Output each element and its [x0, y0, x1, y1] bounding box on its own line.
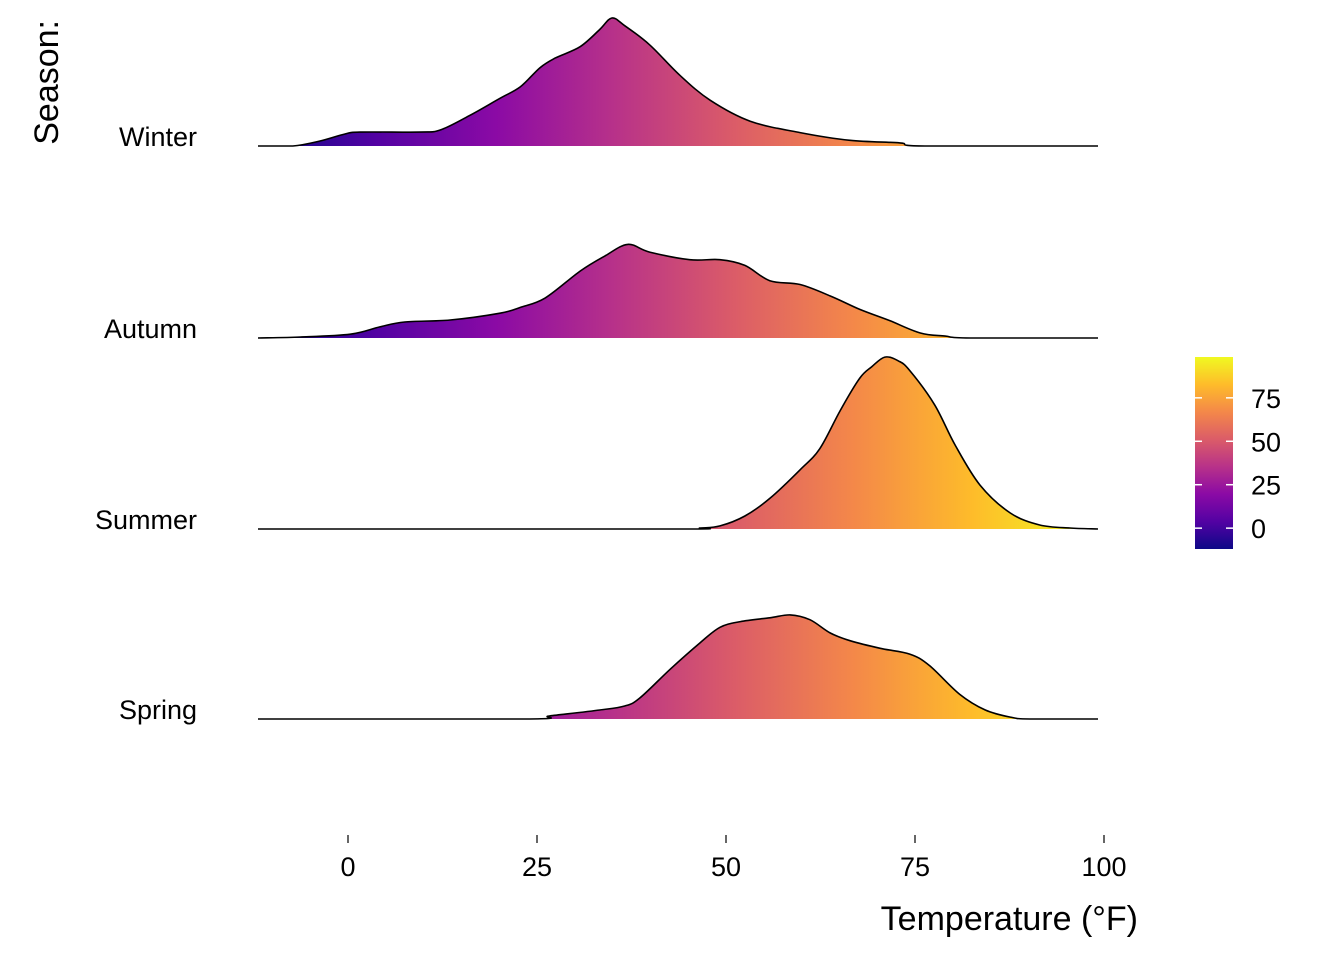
ridge-summer — [258, 356, 1099, 530]
colorbar-tick-label: 25 — [1251, 471, 1281, 501]
colorbar-tick-label: 0 — [1251, 514, 1266, 544]
ridge-spring — [257, 614, 1098, 720]
ridge-fill — [258, 356, 1098, 529]
color-legend: 0 25 50 75 — [1195, 357, 1281, 549]
ridge-fill — [258, 614, 1098, 719]
colorbar-tick-label: 75 — [1251, 384, 1281, 414]
y-tick-label: Summer — [95, 505, 197, 535]
y-axis-title: Season: — [28, 20, 66, 145]
x-tick-label: 100 — [1081, 852, 1126, 882]
y-axis-labels: Winter Autumn Summer Spring — [95, 122, 197, 725]
ridge-line — [257, 243, 1098, 339]
ridge-line — [257, 614, 1098, 720]
ridge-fill — [258, 244, 1098, 338]
ridge-winter — [258, 17, 1098, 147]
ridge-autumn — [257, 243, 1098, 339]
colorbar-tick-label: 50 — [1251, 427, 1281, 457]
ridges — [257, 17, 1099, 720]
x-axis: 0 25 50 75 100 — [340, 835, 1127, 882]
y-tick-label: Spring — [119, 695, 197, 725]
x-tick-label: 50 — [711, 852, 741, 882]
x-tick-label: 0 — [340, 852, 355, 882]
y-tick-label: Winter — [119, 122, 197, 152]
x-axis-title: Temperature (°F) — [881, 900, 1138, 938]
x-tick-label: 25 — [522, 852, 552, 882]
ridge-line — [258, 356, 1099, 530]
ridge-line — [258, 17, 1098, 147]
ridge-fill — [258, 17, 1098, 147]
colorbar — [1195, 357, 1233, 549]
y-tick-label: Autumn — [104, 314, 197, 344]
x-tick-label: 75 — [900, 852, 930, 882]
